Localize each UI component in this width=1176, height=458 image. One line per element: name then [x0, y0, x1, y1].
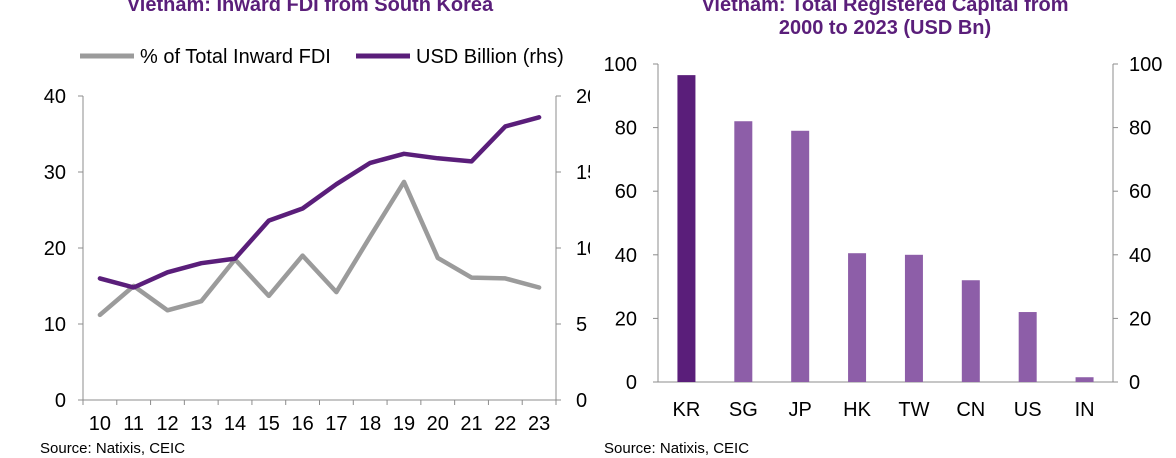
left-y-tick-label: 100 [604, 54, 637, 76]
line-chart: 0 10 20 30 40 0 5 10 15 20 10 11 12 13 14 15 16 17 18 19 20 2… [44, 46, 590, 435]
right-chart-panel: Vietnam: Total Registered Capital from 2… [590, 0, 1176, 458]
left-chart-title: Vietnam: Inward FDI from South Korea [126, 0, 494, 16]
x-tick-label: HK [843, 399, 871, 421]
x-tick-label: 19 [393, 413, 415, 435]
left-chart-panel: Vietnam: Inward FDI from South Korea 0 10… [40, 0, 590, 457]
right-title-line1: Vietnam: Total Registered Capital from [701, 0, 1069, 16]
right-y-tick-label: 100 [1129, 54, 1162, 76]
series-line-pct-total [97, 179, 542, 318]
bar-jp [791, 130, 810, 382]
x-tick-label: 12 [156, 413, 178, 435]
x-tick-label: US [1014, 399, 1042, 421]
left-y-tick-label: 80 [615, 118, 637, 140]
right-source: Source: Natixis, CEIC [604, 440, 750, 457]
right-y-tick-label: 20 [576, 86, 590, 108]
right-y-tick-label: 40 [1129, 245, 1151, 267]
right-y-tick-label: 0 [1129, 372, 1140, 394]
bar-kr [677, 75, 696, 382]
left-y-tick-label: 20 [615, 308, 637, 330]
x-tick-label: 10 [89, 413, 111, 435]
x-tick-label: 17 [325, 413, 347, 435]
right-y-tick-label: 10 [576, 238, 590, 260]
x-tick-label: CN [956, 399, 985, 421]
left-y-tick-label: 10 [44, 314, 66, 336]
x-tick-label: 18 [359, 413, 381, 435]
x-tick-label: 14 [224, 413, 246, 435]
legend-label: USD Billion (rhs) [416, 46, 564, 68]
x-tick-label: 16 [291, 413, 313, 435]
left-y-tick-label: 40 [615, 245, 637, 267]
left-y-tick-label: 0 [626, 372, 637, 394]
x-tick-label: JP [789, 399, 812, 421]
bar-sg [734, 121, 753, 383]
left-source: Source: Natixis, CEIC [40, 440, 186, 457]
bar-hk [848, 253, 867, 382]
x-tick-label: 21 [460, 413, 482, 435]
right-y-tick-label: 60 [1129, 181, 1151, 203]
x-tick-label: 15 [258, 413, 280, 435]
right-y-tick-label: 80 [1129, 118, 1151, 140]
left-y-tick-label: 0 [55, 390, 66, 412]
bar-tw [904, 254, 923, 382]
x-tick-label: TW [898, 399, 929, 421]
x-tick-label: 11 [123, 413, 144, 435]
bar-in [1075, 377, 1094, 382]
x-tick-label: KR [673, 399, 701, 421]
left-y-tick-label: 20 [44, 238, 66, 260]
x-tick-label: SG [729, 399, 758, 421]
bar-us [1018, 312, 1037, 382]
bar-chart: 0 20 40 60 80 100 0 20 40 60 80 100 KR SG JP HK TW CN US IN [604, 54, 1163, 421]
right-y-tick-label: 0 [576, 390, 587, 412]
right-y-tick-label: 15 [576, 162, 590, 184]
bar-cn [961, 280, 980, 382]
right-y-tick-label: 20 [1129, 308, 1151, 330]
x-tick-label: IN [1075, 399, 1095, 421]
right-title-line2: 2000 to 2023 (USD Bn) [778, 17, 992, 39]
x-tick-label: 13 [190, 413, 212, 435]
legend-label: % of Total Inward FDI [140, 46, 331, 68]
series-line-usd-billion [97, 115, 542, 290]
x-tick-label: 22 [494, 413, 516, 435]
left-y-tick-label: 40 [44, 86, 66, 108]
x-tick-label: 23 [528, 413, 550, 435]
left-y-tick-label: 30 [44, 162, 66, 184]
x-tick-label: 20 [427, 413, 449, 435]
right-chart-title: Vietnam: Total Registered Capital from 2… [620, 0, 1150, 40]
right-y-tick-label: 5 [576, 314, 587, 336]
left-y-tick-label: 60 [615, 181, 637, 203]
